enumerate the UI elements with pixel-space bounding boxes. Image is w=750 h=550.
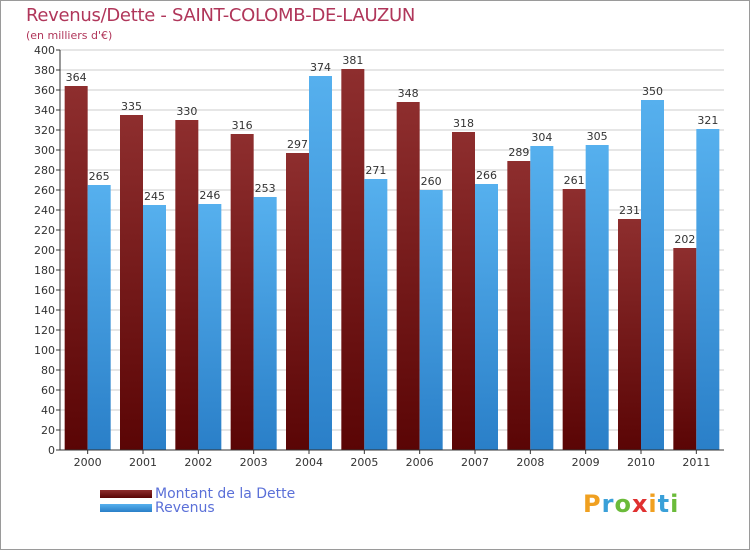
data-label: 335 [121,100,142,113]
y-tick-label: 0 [48,444,55,457]
y-tick-label: 40 [41,404,55,417]
y-tick-label: 20 [41,424,55,437]
data-label: 318 [453,117,474,130]
bar-dette [673,248,697,450]
data-label: 316 [232,119,253,132]
bar-dette [286,153,309,450]
y-tick-label: 100 [34,344,55,357]
bar-revenus [475,184,498,450]
bar-revenus [253,197,277,450]
data-label: 231 [619,204,640,217]
bar-dette [175,120,199,450]
y-tick-label: 280 [34,164,55,177]
data-label: 265 [89,170,110,183]
data-label: 381 [342,54,363,67]
data-label: 374 [310,61,331,74]
y-tick-label: 240 [34,204,55,217]
bar-dette [562,189,586,450]
y-tick-label: 200 [34,244,55,257]
y-tick-label: 380 [34,64,55,77]
data-label: 364 [66,71,87,84]
data-label: 261 [564,174,585,187]
x-tick-label: 2001 [129,456,157,469]
y-tick-label: 80 [41,364,55,377]
data-label: 245 [144,190,165,203]
data-label: 289 [508,146,529,159]
logo-letter: i [648,490,658,518]
bar-revenus [309,76,332,450]
x-tick-label: 2007 [461,456,489,469]
y-tick-label: 260 [34,184,55,197]
bar-revenus [419,190,443,450]
x-tick-label: 2011 [682,456,710,469]
bar-dette [64,86,88,450]
x-tick-label: 2006 [406,456,434,469]
data-label: 330 [176,105,197,118]
x-tick-label: 2000 [74,456,102,469]
data-label: 350 [642,85,663,98]
logo-letter: r [601,490,615,518]
y-tick-label: 320 [34,124,55,137]
data-label: 321 [697,114,718,127]
x-tick-label: 2003 [240,456,268,469]
bar-dette [507,161,531,450]
bar-revenus [198,204,222,450]
bar-dette [618,219,641,450]
x-tick-label: 2005 [350,456,378,469]
logo-letter: t [657,490,671,518]
y-tick-label: 180 [34,264,55,277]
y-tick-label: 340 [34,104,55,117]
y-tick-label: 60 [41,384,55,397]
legend-swatch-dette [100,490,152,498]
bar-revenus [696,129,720,450]
logo-letter: x [631,490,649,518]
data-label: 348 [398,87,419,100]
y-tick-label: 120 [34,324,55,337]
bar-revenus [585,145,609,450]
logo-letter: o [614,490,632,518]
data-label: 246 [199,189,220,202]
x-tick-label: 2009 [572,456,600,469]
legend-label-revenus: Revenus [155,500,215,516]
y-tick-label: 140 [34,304,55,317]
data-label: 260 [421,175,442,188]
legend-item-revenus: Revenus [100,500,215,516]
data-label: 304 [531,131,552,144]
bar-revenus [87,185,111,450]
chart-subtitle: (en milliers d'€) [26,29,113,42]
x-tick-label: 2010 [627,456,655,469]
bar-dette [396,102,420,450]
y-tick-label: 400 [34,44,55,57]
x-tick-label: 2002 [184,456,212,469]
data-label: 305 [587,130,608,143]
y-tick-label: 300 [34,144,55,157]
bar-revenus [641,100,664,450]
legend-label-dette: Montant de la Dette [155,486,296,502]
y-tick-label: 360 [34,84,55,97]
bar-revenus [143,205,166,450]
x-tick-label: 2004 [295,456,323,469]
y-tick-label: 160 [34,284,55,297]
data-label: 271 [365,164,386,177]
proxiti-logo: Proxiti [583,490,679,518]
bar-revenus [364,179,388,450]
x-tick-label: 2008 [516,456,544,469]
bar-dette [120,115,143,450]
chart-title: Revenus/Dette - SAINT-COLOMB-DE-LAUZUN [26,5,416,26]
data-label: 297 [287,138,308,151]
y-tick-label: 220 [34,224,55,237]
logo-letter: i [670,490,680,518]
legend-swatch-revenus [100,504,152,512]
bar-revenus [530,146,554,450]
data-label: 253 [255,182,276,195]
bar-dette [341,69,365,450]
bar-dette [452,132,475,450]
logo-letter: P [583,490,602,518]
data-label: 202 [674,233,695,246]
legend-item-dette: Montant de la Dette [100,486,296,502]
data-label: 266 [476,169,497,182]
bar-dette [230,134,254,450]
